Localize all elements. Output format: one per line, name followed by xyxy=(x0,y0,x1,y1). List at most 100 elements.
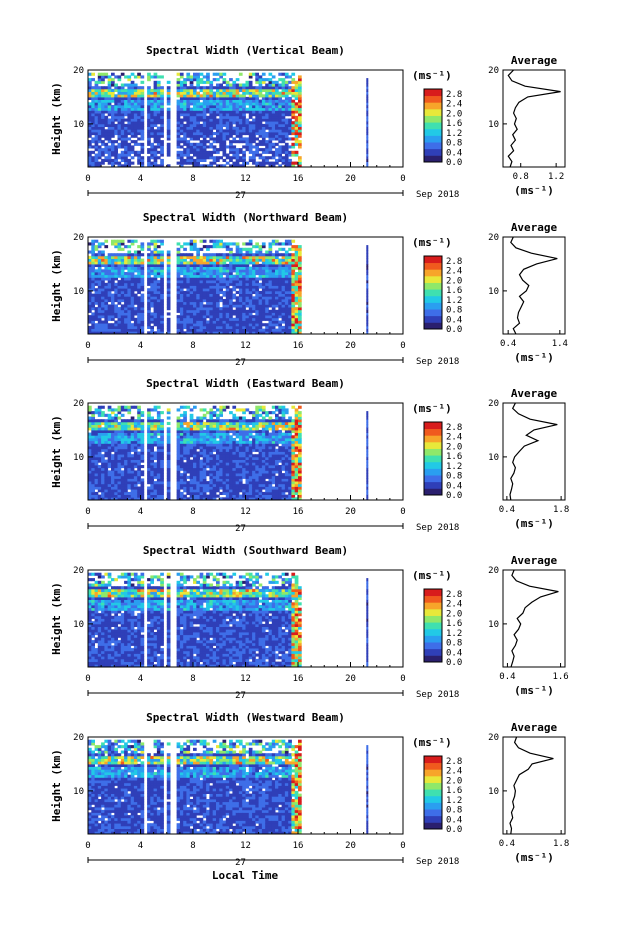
heatmap-cell xyxy=(140,448,145,452)
heatmap-cell xyxy=(235,126,240,130)
heatmap-cell xyxy=(156,250,161,254)
heatmap-cell xyxy=(114,304,118,308)
heatmap-cell xyxy=(229,328,233,332)
heatmap-cell xyxy=(156,309,161,313)
heatmap-cell xyxy=(284,299,289,303)
heatmap-cell xyxy=(111,459,115,463)
heatmap-cell xyxy=(147,255,151,259)
heatmap-cell xyxy=(252,102,256,106)
heatmap-cell xyxy=(225,253,230,257)
heatmap-cell xyxy=(120,153,125,157)
heatmap-cell xyxy=(153,161,158,165)
heatmap-cell xyxy=(117,239,122,243)
heatmap-cell xyxy=(298,250,302,254)
heatmap-cell xyxy=(219,253,223,257)
heatmap-cell xyxy=(124,94,128,98)
heatmap-cell xyxy=(248,80,253,84)
heatmap-cell xyxy=(268,83,273,87)
heatmap-cell xyxy=(156,475,161,479)
heatmap-cell xyxy=(88,486,92,490)
heatmap-cell xyxy=(176,272,181,276)
heatmap-cell xyxy=(216,253,220,257)
heatmap-cell xyxy=(229,88,233,92)
heatmap-cell xyxy=(252,331,256,335)
heatmap-cell xyxy=(101,80,105,84)
heatmap-cell xyxy=(101,115,105,119)
heatmap-cell xyxy=(153,462,158,466)
heatmap-cell xyxy=(219,285,223,289)
heatmap-cell xyxy=(140,132,145,136)
heatmap-cell xyxy=(245,258,250,262)
heatmap-cell xyxy=(107,121,112,125)
heatmap-cell xyxy=(88,272,92,276)
heatmap-cell xyxy=(229,132,233,136)
heatmap-cell xyxy=(235,255,240,259)
heatmap-cell xyxy=(153,75,158,79)
heatmap-cell xyxy=(91,99,95,103)
heatmap-cell xyxy=(107,91,112,95)
heatmap-cell xyxy=(298,142,302,146)
heatmap-cell xyxy=(225,99,230,103)
heatmap-cell xyxy=(160,446,164,450)
heatmap-cell xyxy=(294,129,299,133)
heatmap-cell xyxy=(255,164,259,168)
heatmap-cell xyxy=(179,132,184,136)
heatmap-cell xyxy=(179,440,184,444)
heatmap-cell xyxy=(268,86,273,90)
heatmap-cell xyxy=(189,266,194,270)
heatmap-cell xyxy=(196,304,200,308)
heatmap-cell xyxy=(248,134,253,138)
heatmap-cell xyxy=(117,456,122,460)
heatmap-cell xyxy=(261,105,266,109)
heatmap-cell xyxy=(212,115,217,119)
heatmap-cell xyxy=(97,413,102,417)
heatmap-cell xyxy=(114,86,118,90)
heatmap-cell xyxy=(156,459,161,463)
heatmap-cell xyxy=(225,323,230,327)
heatmap-cell xyxy=(278,325,282,329)
heatmap-cell xyxy=(261,132,266,136)
heatmap-cell xyxy=(97,421,102,425)
heatmap-cell xyxy=(150,242,154,246)
heatmap-cell xyxy=(275,94,279,98)
heatmap-cell xyxy=(291,239,296,243)
heatmap-cell xyxy=(229,123,233,127)
heatmap-cell xyxy=(242,94,246,98)
heatmap-cell xyxy=(120,473,125,477)
heatmap-cell xyxy=(255,328,259,332)
heatmap-cell xyxy=(140,123,145,127)
heatmap-cell xyxy=(278,102,282,106)
heatmap-cell xyxy=(140,432,145,436)
heatmap-cell xyxy=(291,312,296,316)
heatmap-cell xyxy=(193,320,197,324)
heatmap-cell xyxy=(130,304,135,308)
heatmap-cell xyxy=(199,72,204,76)
heatmap-cell xyxy=(199,451,204,455)
heatmap-cell xyxy=(183,462,187,466)
heatmap-cell xyxy=(281,242,286,246)
heatmap-cell xyxy=(294,142,299,146)
heatmap-cell xyxy=(101,140,105,144)
heatmap-cell xyxy=(189,242,194,246)
heatmap-cell xyxy=(202,280,207,284)
heatmap-cell xyxy=(238,158,243,162)
heatmap-cell xyxy=(245,331,250,335)
heatmap-cell xyxy=(147,247,151,251)
heatmap-cell xyxy=(150,304,154,308)
heatmap-cell xyxy=(366,121,369,125)
heatmap-cell xyxy=(153,315,158,319)
heatmap-cell xyxy=(248,299,253,303)
heatmap-cell xyxy=(107,282,112,286)
heatmap-cell xyxy=(137,290,141,294)
heatmap-cell xyxy=(261,118,266,122)
heatmap-cell xyxy=(199,478,204,482)
heatmap-cell xyxy=(366,142,369,146)
heatmap-cell xyxy=(150,164,154,168)
heatmap-cell xyxy=(150,115,154,119)
heatmap-cell xyxy=(232,91,237,95)
heatmap-cell xyxy=(133,312,138,316)
heatmap-cell xyxy=(245,110,250,114)
heatmap-cell xyxy=(189,448,194,452)
heatmap-cell xyxy=(281,266,286,270)
heatmap-cell xyxy=(104,277,109,281)
